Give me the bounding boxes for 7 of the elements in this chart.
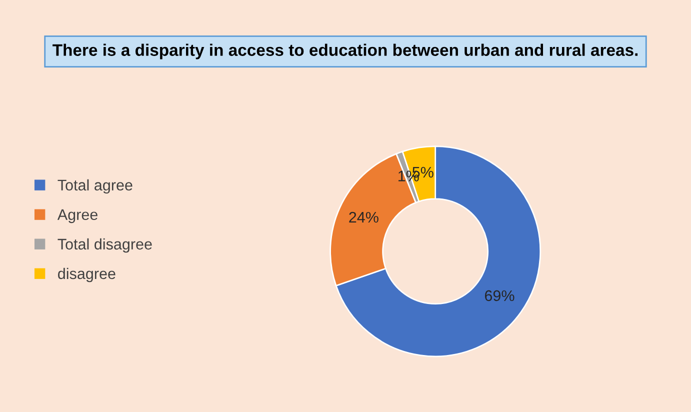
legend-label: Total disagree <box>58 238 152 253</box>
data-label: 69% <box>484 290 514 302</box>
legend-label: disagree <box>58 268 116 282</box>
data-label: 24% <box>349 212 378 223</box>
legend-label: Total agree <box>58 179 132 194</box>
legend-label: Agree <box>57 209 98 224</box>
chart-title: There is a disparity in access to education between urban and rural areas. <box>52 44 638 60</box>
